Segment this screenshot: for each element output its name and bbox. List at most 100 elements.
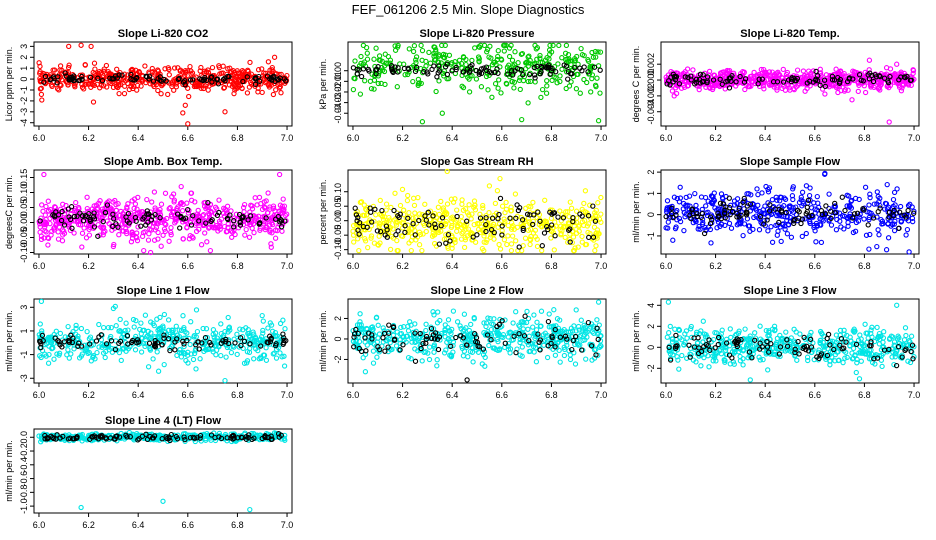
data-point bbox=[510, 72, 516, 78]
data-point bbox=[822, 91, 828, 97]
data-point bbox=[161, 361, 167, 368]
y-tick-label: 0 bbox=[333, 336, 343, 341]
y-axis-label: Licor ppm per min. bbox=[4, 47, 14, 122]
data-point bbox=[233, 79, 240, 85]
x-tick-label: 6.8 bbox=[231, 390, 244, 400]
data-point bbox=[591, 224, 598, 230]
data-point bbox=[259, 312, 265, 319]
data-point bbox=[118, 357, 124, 364]
data-point bbox=[818, 239, 825, 246]
data-point bbox=[123, 320, 129, 326]
data-point bbox=[562, 56, 569, 63]
data-point bbox=[392, 190, 398, 196]
data-point bbox=[95, 72, 101, 78]
data-point bbox=[113, 323, 119, 329]
data-point bbox=[513, 309, 519, 315]
data-point bbox=[146, 76, 152, 82]
data-point bbox=[121, 90, 128, 97]
data-point bbox=[263, 345, 269, 351]
data-point bbox=[140, 78, 146, 84]
data-point bbox=[146, 73, 153, 79]
data-point bbox=[84, 205, 90, 212]
y-tick-label: -3 bbox=[19, 108, 29, 116]
x-tick-label: 6.2 bbox=[709, 133, 722, 143]
data-point bbox=[167, 205, 173, 211]
data-point bbox=[252, 195, 258, 201]
data-point bbox=[357, 311, 363, 317]
data-point bbox=[66, 220, 73, 226]
data-point bbox=[413, 54, 420, 60]
data-point bbox=[568, 79, 574, 85]
data-point bbox=[150, 78, 157, 84]
y-tick-label: 1 bbox=[19, 66, 29, 71]
data-point bbox=[439, 42, 445, 49]
data-point bbox=[147, 249, 154, 256]
data-point bbox=[698, 194, 705, 200]
data-point bbox=[57, 220, 63, 226]
data-point bbox=[567, 199, 573, 205]
data-point bbox=[221, 205, 227, 211]
data-point bbox=[54, 86, 61, 92]
data-point bbox=[575, 71, 581, 78]
data-point bbox=[134, 87, 140, 93]
data-point bbox=[131, 324, 137, 330]
data-point bbox=[460, 54, 467, 60]
data-point bbox=[726, 85, 733, 91]
data-point bbox=[217, 226, 223, 232]
data-point bbox=[754, 186, 760, 192]
data-point bbox=[114, 66, 120, 72]
data-point bbox=[121, 71, 128, 77]
x-tick-label: 6.2 bbox=[396, 261, 409, 271]
data-point bbox=[229, 229, 236, 235]
data-point bbox=[255, 85, 261, 91]
data-point bbox=[247, 59, 253, 66]
data-point bbox=[37, 224, 43, 230]
data-point bbox=[833, 66, 839, 72]
data-point bbox=[766, 81, 772, 87]
data-point bbox=[392, 43, 398, 49]
data-point bbox=[492, 81, 499, 87]
data-point bbox=[503, 199, 509, 206]
data-point bbox=[841, 88, 848, 94]
data-point bbox=[104, 84, 110, 90]
data-point bbox=[203, 77, 210, 83]
data-point bbox=[110, 223, 116, 230]
data-point bbox=[258, 81, 264, 87]
data-point bbox=[548, 68, 555, 74]
data-point bbox=[65, 323, 71, 330]
data-point bbox=[775, 76, 781, 83]
data-point bbox=[526, 71, 533, 78]
data-point bbox=[786, 85, 792, 91]
data-point bbox=[726, 220, 733, 227]
data-point bbox=[278, 90, 284, 96]
x-tick-label: 6.0 bbox=[347, 261, 360, 271]
data-point bbox=[78, 325, 85, 332]
data-point bbox=[461, 244, 468, 251]
data-point bbox=[423, 321, 429, 327]
data-point bbox=[550, 42, 556, 49]
data-point bbox=[95, 75, 101, 81]
data-point bbox=[198, 85, 204, 91]
data-point bbox=[798, 220, 804, 227]
data-point bbox=[681, 227, 687, 234]
data-point bbox=[43, 203, 49, 210]
data-point bbox=[281, 363, 288, 369]
data-point bbox=[829, 77, 836, 83]
data-point bbox=[423, 58, 429, 65]
data-point bbox=[188, 222, 195, 228]
data-point bbox=[170, 209, 176, 215]
data-point bbox=[509, 233, 516, 239]
data-point bbox=[405, 328, 412, 334]
data-point bbox=[171, 199, 177, 205]
data-point bbox=[166, 66, 172, 73]
data-point bbox=[361, 202, 367, 208]
data-point bbox=[216, 197, 222, 203]
data-series bbox=[350, 42, 604, 125]
data-point bbox=[223, 354, 229, 360]
data-point bbox=[144, 196, 150, 203]
data-point bbox=[769, 239, 776, 245]
data-point bbox=[458, 60, 465, 67]
data-point bbox=[180, 201, 186, 208]
data-point bbox=[113, 201, 119, 208]
